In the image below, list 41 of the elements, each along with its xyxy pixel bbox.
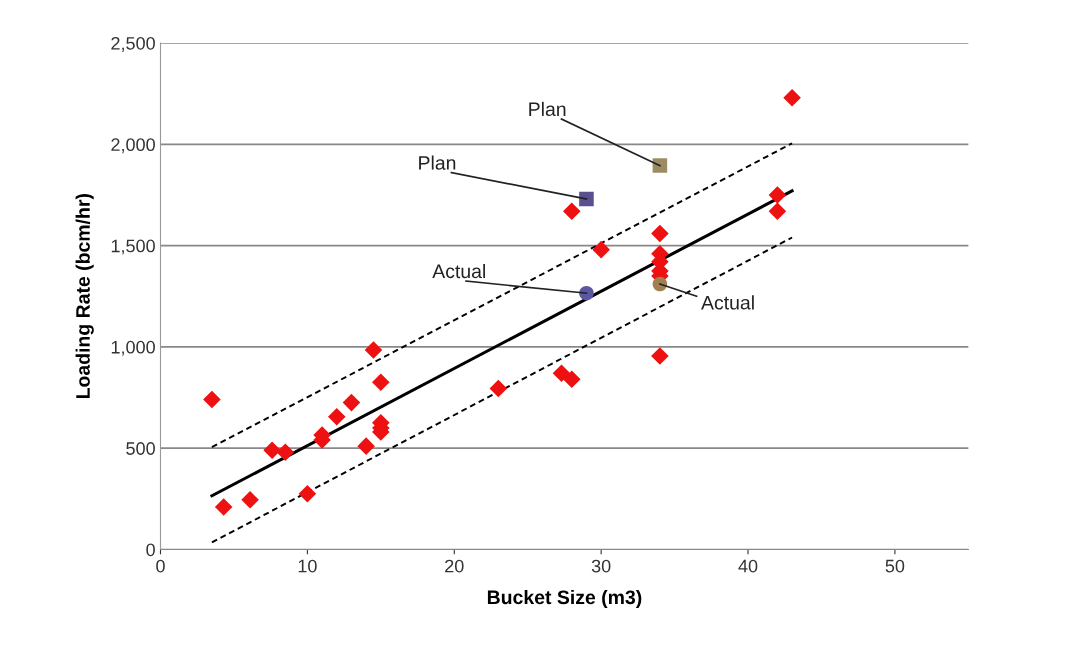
x-axis-title: Bucket Size (m3) bbox=[487, 589, 642, 609]
y-tick-label: 1,000 bbox=[111, 340, 155, 356]
point bbox=[652, 158, 668, 173]
x-tick-label: 30 bbox=[591, 559, 611, 573]
y-tick-label: 1,500 bbox=[111, 239, 155, 255]
point bbox=[489, 379, 508, 398]
point bbox=[768, 202, 787, 220]
x-tick-label: 50 bbox=[885, 559, 905, 573]
y-tick-label: 2,000 bbox=[111, 138, 155, 154]
point bbox=[552, 364, 571, 383]
point bbox=[562, 370, 581, 389]
point bbox=[357, 437, 375, 455]
point bbox=[372, 373, 390, 392]
point bbox=[364, 341, 383, 359]
point bbox=[783, 88, 801, 107]
point bbox=[327, 407, 346, 426]
y-axis-title: Loading Rate (bcm/hr) bbox=[75, 194, 94, 399]
x-tick-label: 40 bbox=[738, 559, 758, 573]
series-label: Actual bbox=[701, 295, 754, 310]
point bbox=[263, 441, 281, 459]
point bbox=[768, 186, 787, 204]
x-tick-label: 10 bbox=[298, 559, 317, 573]
point bbox=[298, 484, 317, 503]
y-tick-label: 0 bbox=[146, 543, 155, 557]
text: Plan bbox=[529, 101, 566, 117]
point bbox=[276, 443, 295, 462]
text: Plan bbox=[419, 155, 456, 170]
point bbox=[592, 240, 610, 259]
point bbox=[214, 498, 233, 516]
point bbox=[241, 491, 259, 509]
y-tick-label: 500 bbox=[126, 442, 155, 455]
x-tick-label: 0 bbox=[156, 559, 165, 573]
x-tick-label: 20 bbox=[445, 559, 464, 573]
text: Actual bbox=[432, 263, 485, 279]
point bbox=[203, 390, 221, 409]
point bbox=[651, 224, 669, 243]
point bbox=[562, 202, 581, 220]
point bbox=[342, 393, 361, 412]
point bbox=[651, 347, 669, 365]
y-tick-label: 2,500 bbox=[111, 36, 155, 52]
point bbox=[579, 191, 594, 207]
